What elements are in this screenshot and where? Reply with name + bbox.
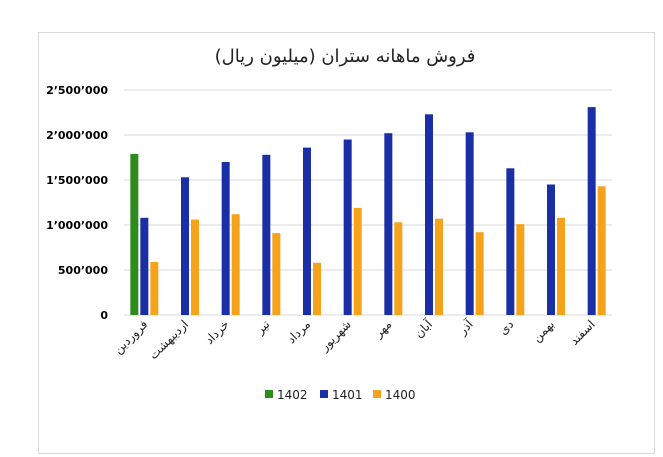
legend-swatch <box>265 390 273 398</box>
y-tick-label: 500٬000 <box>58 264 108 277</box>
bar-1400 <box>313 262 321 315</box>
bar-1400 <box>272 233 281 315</box>
bar-1401 <box>140 217 149 315</box>
x-tick-label: شهریور <box>317 317 355 355</box>
bar-1400 <box>475 232 484 315</box>
bars <box>130 107 606 315</box>
bar-1400 <box>557 217 565 315</box>
legend-swatch <box>320 390 328 398</box>
bar-1401 <box>221 162 230 315</box>
bar-1402 <box>130 153 139 315</box>
legend-swatch <box>373 390 381 398</box>
x-tick-label: تیر <box>252 317 273 338</box>
x-tick-label: آذر <box>454 316 477 339</box>
x-tick-label: فروردین <box>111 317 151 357</box>
bar-1401 <box>506 168 515 315</box>
x-tick-label: مهر <box>371 317 395 341</box>
bar-1400 <box>597 186 606 315</box>
bar-1400 <box>191 219 199 315</box>
bar-1400 <box>516 224 525 315</box>
x-tick-label: اردیبهشت <box>146 317 192 363</box>
x-tick-label: بهمن <box>530 317 558 345</box>
chart-title: فروش ماهانه ستران (میلیون ریال) <box>215 46 476 67</box>
x-tick-label: خرداد <box>202 317 232 347</box>
bar-1401 <box>384 133 393 315</box>
gridlines <box>124 89 612 316</box>
bar-1401 <box>262 154 271 315</box>
x-tick-label: مرداد <box>284 317 314 347</box>
bar-1400 <box>353 207 362 315</box>
legend-label: 1402 <box>277 388 308 402</box>
bar-1401 <box>343 139 352 315</box>
bar-1400 <box>394 222 403 315</box>
bar-1401 <box>587 107 596 315</box>
legend-label: 1400 <box>385 388 416 402</box>
x-tick-label: دی <box>496 317 516 337</box>
y-tick-label: 2٬500٬000 <box>46 84 108 97</box>
y-tick-label: 2٬000٬000 <box>46 129 108 142</box>
x-tick-label: آبان <box>411 316 436 341</box>
bar-1400 <box>150 261 159 315</box>
x-tick-label: اسفند <box>567 317 598 348</box>
bar-1400 <box>231 214 240 315</box>
legend-label: 1401 <box>332 388 363 402</box>
bar-1401 <box>425 114 433 315</box>
y-axis-ticks: 0 500٬000 1٬000٬000 1٬500٬000 2٬000٬000 2٬500… <box>46 84 108 322</box>
legend: 1402 1401 1400 <box>265 388 416 402</box>
y-tick-label: 1٬000٬000 <box>46 219 108 232</box>
y-tick-label: 0 <box>100 309 108 322</box>
bar-1400 <box>435 218 443 315</box>
bar-1401 <box>547 184 555 315</box>
y-tick-label: 1٬500٬000 <box>46 174 108 187</box>
bar-1401 <box>303 147 311 315</box>
bar-1401 <box>181 177 189 315</box>
bar-1401 <box>465 132 474 315</box>
